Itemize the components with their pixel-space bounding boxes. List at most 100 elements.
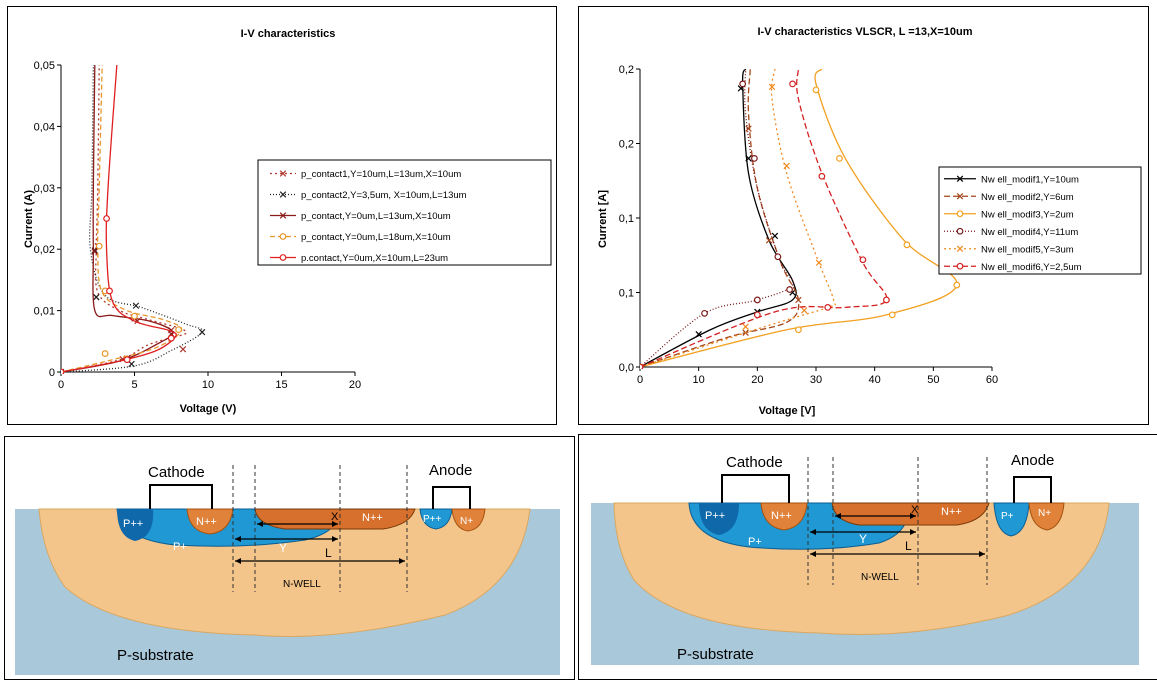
legend-marker xyxy=(279,191,287,198)
series-point-1 xyxy=(745,155,752,162)
nwell-label: N-WELL xyxy=(283,579,321,590)
p-plus-label: P+ xyxy=(748,536,762,548)
series-point-4 xyxy=(95,242,103,250)
p-plus-anode-region xyxy=(993,502,1030,537)
series-point-4 xyxy=(786,286,794,293)
y-tick-label: 0,0 xyxy=(619,362,634,374)
x-tick-label: 60 xyxy=(986,374,998,386)
x-axis-label: Voltage (V) xyxy=(180,403,237,415)
series-point-2 xyxy=(198,328,206,336)
series-point-6 xyxy=(640,363,644,369)
legend-entry: Nw ell_modif6,Y=2,5um xyxy=(981,262,1082,273)
series-point-2 xyxy=(745,125,752,132)
legend-box xyxy=(257,159,552,266)
legend-marker xyxy=(956,227,964,235)
legend-marker xyxy=(279,254,287,261)
series-point-3 xyxy=(888,311,896,319)
anode-contact xyxy=(1013,476,1052,503)
y-tick-label: 0,1 xyxy=(619,213,634,225)
series-point-2 xyxy=(765,237,773,244)
legend-entry: p_contact1,Y=10um,L=13um,X=10um xyxy=(301,169,461,180)
cathode-contact xyxy=(721,474,790,503)
x-tick-label: 5 xyxy=(131,379,137,391)
legend-marker xyxy=(956,193,964,200)
nwell-label: N-WELL xyxy=(861,572,899,583)
y-tick-label: 0,05 xyxy=(34,60,55,72)
series-point-5 xyxy=(801,307,808,314)
cathode-label: Cathode xyxy=(148,464,205,481)
x-label: X xyxy=(911,504,919,516)
iv-chart-right: I-V characteristics VLSCR, L =13,X=10um … xyxy=(597,26,1142,417)
cathode-label: Cathode xyxy=(726,454,783,471)
anode-label: Anode xyxy=(1011,452,1054,469)
x-tick-label: 10 xyxy=(202,379,214,391)
p-pp-region xyxy=(117,509,154,541)
legend: p_contact1,Y=10um,L=13um,X=10um p_contact… xyxy=(257,159,552,266)
series-point-6 xyxy=(753,311,761,319)
cross-section-right: Cathode Anode P++ N++ P+ N++ P+ N+ X Y L… xyxy=(591,452,1139,665)
n-pp-right-label: N++ xyxy=(941,506,962,518)
cathode-contact xyxy=(149,484,213,509)
legend-entry: Nw ell_modif4,Y=11um xyxy=(981,227,1078,238)
series-line-1 xyxy=(61,64,188,373)
series-point-5 xyxy=(61,368,65,374)
series-point-6 xyxy=(789,80,796,88)
y-axis-label: Current [A] xyxy=(597,190,609,248)
x-tick-label: 15 xyxy=(275,379,287,391)
l-label: L xyxy=(325,546,332,560)
series-point-1 xyxy=(695,330,702,338)
series-point-2 xyxy=(128,360,135,368)
p-plus-anode-region xyxy=(419,508,453,530)
substrate-label: P-substrate xyxy=(117,647,194,664)
series-point-3 xyxy=(903,241,911,249)
n-pp-left-label: N++ xyxy=(771,510,792,522)
n-pp-left-label: N++ xyxy=(196,516,217,528)
legend-entry: Nw ell_modif1,Y=10um xyxy=(981,174,1079,185)
p-plus-anode-label: P+ xyxy=(1001,511,1014,522)
y-label: Y xyxy=(279,541,287,555)
series-line-1 xyxy=(640,68,797,368)
y-label: Y xyxy=(859,532,867,546)
n-pp-right-label: N++ xyxy=(362,512,383,524)
p-pp-region xyxy=(699,503,739,535)
n-plus-anode-region xyxy=(451,508,486,532)
p-plus-label: P+ xyxy=(173,541,187,553)
y-tick-label: 0,04 xyxy=(34,121,55,133)
iv-chart-left: I-V characteristics Voltage (V) Current … xyxy=(23,28,552,415)
series-point-1 xyxy=(179,346,187,353)
legend-entry: p_contact,Y=0um,L=18um,X=10um xyxy=(301,232,451,243)
y-tick-label: 0,02 xyxy=(34,244,55,256)
y-tick-label: 0,03 xyxy=(34,183,55,195)
x-tick-label: 30 xyxy=(810,374,822,386)
y-tick-label: 0,01 xyxy=(34,306,55,318)
x-tick-label: 20 xyxy=(751,374,763,386)
series-point-2 xyxy=(132,302,140,309)
series-point-3 xyxy=(836,154,843,162)
series-point-2 xyxy=(93,293,100,301)
n-pp-left-region xyxy=(186,508,234,535)
series-point-5 xyxy=(167,334,175,342)
series-line-4 xyxy=(640,68,795,368)
series-line-3 xyxy=(61,64,174,373)
series-point-1 xyxy=(771,232,779,240)
substrate-label: P-substrate xyxy=(677,646,754,663)
legend-entry: p_contact,Y=0um,L=13um,X=10um xyxy=(301,211,451,222)
p-plus-anode-label: P++ xyxy=(423,514,442,525)
series-line-2 xyxy=(640,68,800,368)
l-label: L xyxy=(905,539,912,553)
p-pp-label: P++ xyxy=(705,510,725,522)
x-label: X xyxy=(331,511,339,523)
legend-entry: Nw ell_modif3,Y=2um xyxy=(981,209,1074,220)
series-point-4 xyxy=(175,326,183,334)
n-plus-anode-label: N+ xyxy=(1038,508,1051,519)
p-pp-label: P++ xyxy=(123,518,143,530)
series-point-6 xyxy=(883,296,890,304)
anode-contact xyxy=(432,486,471,509)
series-point-5 xyxy=(106,287,113,295)
series-point-6 xyxy=(824,304,832,311)
x-tick-label: 50 xyxy=(927,374,939,386)
series-point-4 xyxy=(131,312,138,320)
legend-marker xyxy=(956,262,964,270)
x-tick-label: 0 xyxy=(58,379,64,391)
series-line-5 xyxy=(61,64,177,373)
